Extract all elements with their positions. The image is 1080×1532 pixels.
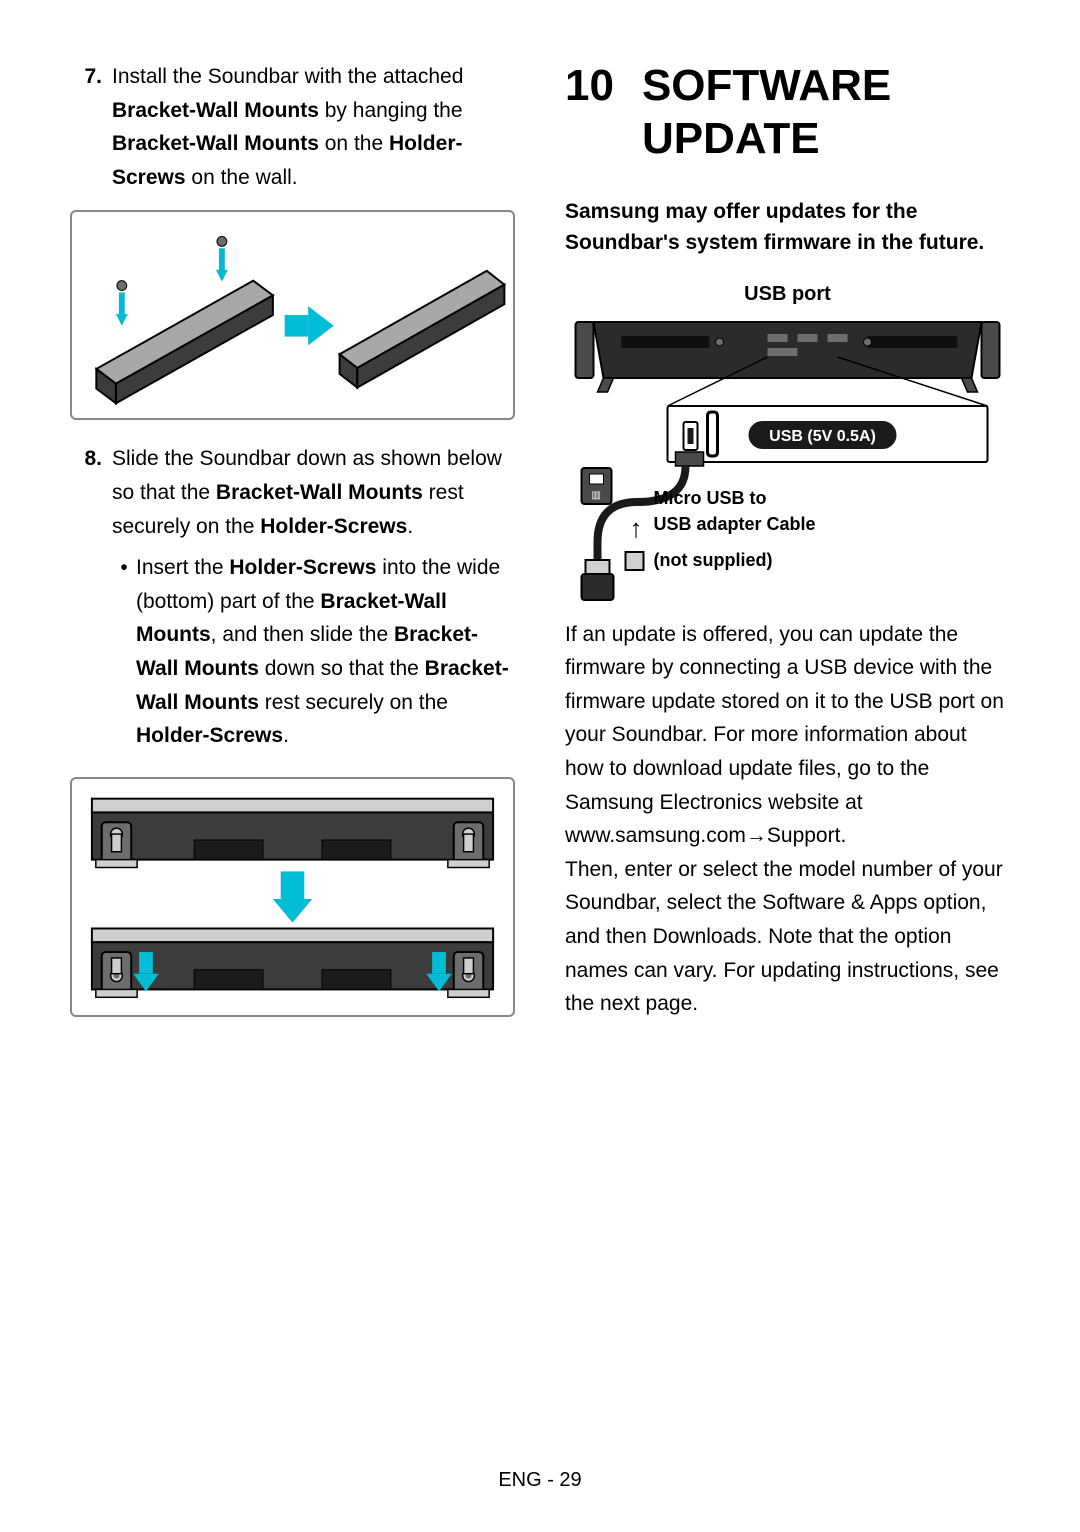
svg-text:Micro USB to: Micro USB to	[654, 488, 767, 508]
svg-text:(not supplied): (not supplied)	[654, 550, 773, 570]
left-column: 7. Install the Soundbar with the attache…	[70, 60, 515, 1021]
section-heading: 10 SOFTWARE UPDATE	[565, 60, 1010, 166]
usb-port-label: USB port	[565, 283, 1010, 306]
figure-usb-port: USB (5V 0.5A) ↑ ▥	[565, 312, 1010, 602]
usb-pill-text: USB (5V 0.5A)	[769, 428, 876, 445]
svg-text:↑: ↑	[630, 513, 643, 543]
svg-text:USB adapter Cable: USB adapter Cable	[654, 514, 816, 534]
step-8-text: Slide the Soundbar down as shown below s…	[112, 442, 515, 760]
step-8-num: 8.	[70, 442, 102, 760]
section-number: 10	[565, 60, 614, 113]
step-8-bullet: • Insert the Holder-Screws into the wide…	[112, 551, 515, 753]
step-7-num: 7.	[70, 60, 102, 194]
step-7: 7. Install the Soundbar with the attache…	[70, 60, 515, 194]
figure-bracket-hang	[70, 210, 515, 420]
body-paragraph: If an update is offered, you can update …	[565, 618, 1010, 1021]
figure-slide-down	[70, 777, 515, 1017]
intro-text: Samsung may offer updates for the Soundb…	[565, 196, 1010, 259]
bullet-dot-icon: •	[112, 551, 136, 753]
step-7-text: Install the Soundbar with the attached B…	[112, 60, 515, 194]
step-8: 8. Slide the Soundbar down as shown belo…	[70, 442, 515, 760]
page-footer: ENG - 29	[0, 1469, 1080, 1492]
right-column: 10 SOFTWARE UPDATE Samsung may offer upd…	[565, 60, 1010, 1021]
section-title: SOFTWARE UPDATE	[642, 60, 1010, 166]
svg-text:▥: ▥	[592, 490, 601, 501]
